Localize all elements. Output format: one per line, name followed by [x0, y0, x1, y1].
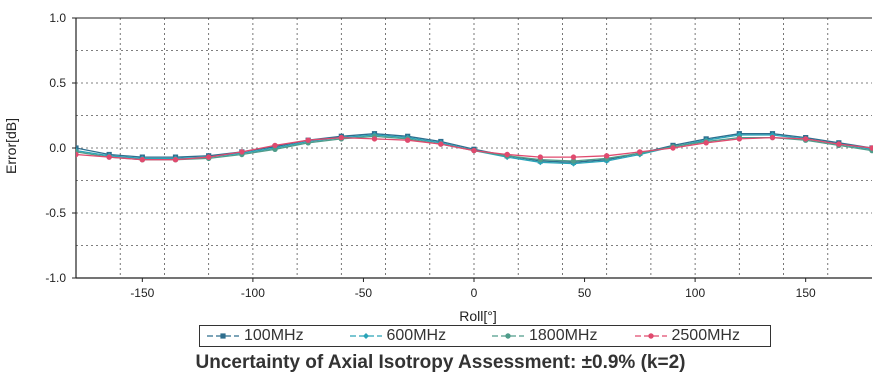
- y-axis-label: Error[dB]: [3, 118, 19, 174]
- y-tick-label: 1.0: [49, 11, 66, 25]
- legend-swatch-marker: [220, 333, 226, 339]
- x-tick-label: 100: [685, 286, 705, 300]
- data-point-100MHz: [76, 145, 79, 151]
- legend-swatch: [349, 333, 382, 339]
- y-tick-label: -1.0: [45, 271, 66, 285]
- y-tick-label: 0.5: [49, 76, 66, 90]
- legend-swatch-marker: [362, 333, 369, 339]
- chart-caption: Uncertainty of Axial Isotropy Assessment…: [195, 352, 686, 373]
- y-tick-label: -0.5: [45, 206, 66, 220]
- data-point-2500MHz: [438, 141, 444, 147]
- data-point-2500MHz: [106, 154, 112, 160]
- data-point-2500MHz: [272, 142, 278, 149]
- data-point-2500MHz: [76, 151, 79, 158]
- data-point-2500MHz: [869, 145, 873, 151]
- x-tick-label: 0: [471, 286, 478, 300]
- data-point-1800MHz: [570, 158, 577, 164]
- legend-label: 600MHz: [386, 327, 447, 344]
- data-point-2500MHz: [239, 149, 245, 155]
- x-tick-label: -50: [355, 286, 373, 300]
- x-tick-label: -150: [130, 286, 154, 300]
- legend-item-1800MHz: 1800MHz: [485, 327, 628, 345]
- data-point-2500MHz: [205, 154, 212, 160]
- data-point-1800MHz: [272, 146, 278, 152]
- data-point-2500MHz: [769, 134, 776, 141]
- x-tick-label: 150: [796, 286, 816, 300]
- legend-swatch: [207, 333, 239, 339]
- series-lines: [76, 131, 873, 167]
- legend-label: 2500MHz: [671, 327, 740, 344]
- legend-swatch-marker: [505, 333, 511, 339]
- data-point-2500MHz: [305, 137, 311, 143]
- data-point-2500MHz: [471, 147, 477, 154]
- data-point-2500MHz: [670, 145, 676, 151]
- data-point-2500MHz: [404, 137, 411, 143]
- x-tick-label: 50: [578, 286, 592, 300]
- tick-labels: -150 -100 -50 0 50 100 150 -1.0 -0.5 0.0 0.5 1.0: [45, 11, 816, 300]
- data-point-2500MHz: [603, 153, 610, 159]
- data-point-2500MHz: [338, 134, 345, 141]
- data-point-2500MHz: [703, 140, 709, 146]
- x-tick-label: -100: [241, 286, 265, 300]
- data-point-2500MHz: [504, 151, 510, 158]
- data-point-2500MHz: [637, 149, 643, 155]
- legend: 100MHz 600MHz 1800MHz 2500MHz: [199, 325, 771, 347]
- legend-swatch: [634, 333, 667, 339]
- legend-label: 100MHz: [244, 327, 304, 344]
- data-point-2500MHz: [736, 136, 743, 142]
- y-tick-label: 0.0: [49, 141, 66, 155]
- data-point-2500MHz: [172, 157, 179, 163]
- data-point-2500MHz: [537, 154, 544, 160]
- chart: -150 -100 -50 0 50 100 150 -1.0 -0.5 0.0 0.5 1.0 Ro…: [3, 11, 873, 324]
- legend-label: 1800MHz: [529, 327, 598, 344]
- data-point-2500MHz: [836, 141, 842, 147]
- legend-swatch: [492, 333, 524, 339]
- data-point-2500MHz: [570, 154, 577, 160]
- legend-item-600MHz: 600MHz: [343, 327, 486, 345]
- legend-item-100MHz: 100MHz: [200, 327, 343, 345]
- legend-swatch-marker: [647, 333, 654, 339]
- data-point-2500MHz: [371, 136, 378, 142]
- data-point-2500MHz: [802, 136, 809, 142]
- x-axis-label: Roll[°]: [459, 308, 497, 324]
- legend-item-2500MHz: 2500MHz: [628, 327, 771, 345]
- data-point-2500MHz: [139, 157, 146, 163]
